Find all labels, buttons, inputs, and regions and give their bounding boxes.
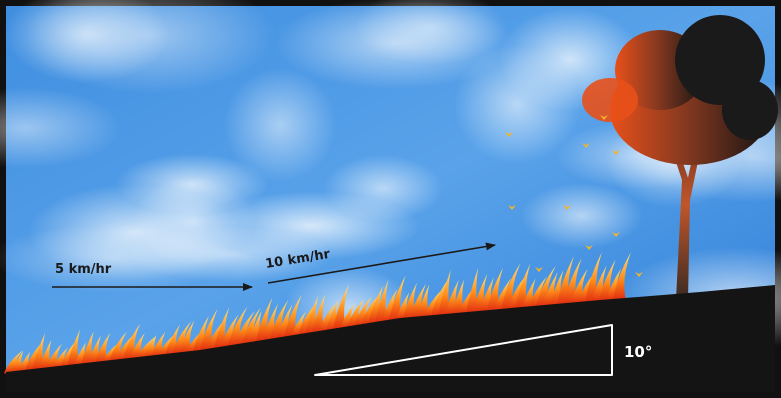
tree-canopy bbox=[582, 78, 638, 122]
cloud bbox=[224, 68, 337, 183]
tree-canopy bbox=[722, 80, 778, 140]
angle-label: 10° bbox=[624, 343, 652, 361]
cloud bbox=[521, 183, 643, 249]
speed-label: 5 km/hr bbox=[55, 262, 112, 277]
fire-slope-illustration: 5 km/hr 10 km/hr 10° bbox=[0, 0, 781, 398]
